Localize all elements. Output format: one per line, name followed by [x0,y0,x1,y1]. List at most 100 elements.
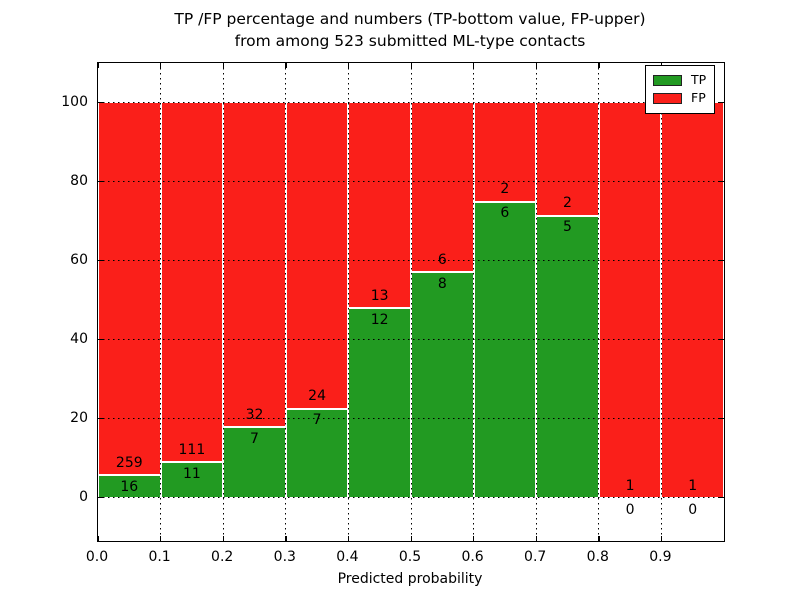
y-tick [98,418,104,420]
x-tick [473,63,475,68]
x-tick [160,63,162,68]
bar-fp-segment [662,102,723,497]
bar-tp-count-label: 5 [563,219,572,236]
x-tick-label: 0.8 [586,549,609,565]
y-tick-label: 20 [70,409,88,426]
x-tick [222,63,225,68]
x-tick [410,63,412,68]
y-tick [718,418,724,420]
bar-fp-segment [99,102,160,474]
y-tick [98,260,104,262]
bar-fp-count-label: 24 [308,388,326,405]
x-tick-label: 0.9 [649,549,672,565]
bar-column [598,102,662,498]
y-tick-label: 100 [61,93,88,110]
y-tick-label: 80 [70,172,88,189]
chart-title-line1: TP /FP percentage and numbers (TP-bottom… [174,10,646,28]
bar-column [223,102,286,498]
bar-fp-segment [474,102,536,201]
bar-column [411,102,474,498]
legend-row: TP [653,73,708,87]
bar-tp-count-label: 8 [437,275,447,292]
bar-tp-count-label: 0 [688,501,698,518]
bar-fp-segment [412,102,473,272]
bar-tp-segment [224,425,285,497]
x-tick [598,536,600,541]
y-tick-label: 0 [79,488,88,505]
bar-fp-count-label: 32 [245,406,264,423]
gridline-horizontal [98,102,724,103]
bar-column [473,102,537,498]
y-tick [718,181,724,183]
x-tick [222,536,225,541]
x-tick [535,63,538,68]
bar-column [348,102,411,498]
bar-fp-segment [161,102,223,461]
bar-column [661,102,724,498]
bar-tp-segment [161,461,223,497]
bar-fp-count-label: 1 [625,477,635,494]
x-axis-label: Predicted probability [337,571,483,587]
x-tick [285,63,287,68]
gridline-horizontal [98,181,724,182]
gridline-vertical [285,63,287,541]
chart-title: TP /FP percentage and numbers (TP-bottom… [97,8,723,52]
y-tick-label: 60 [70,251,88,268]
bar-tp-count-label: 6 [500,205,510,222]
gridline-vertical [473,63,475,541]
legend-label: TP [691,72,707,87]
chart-title-line2: from among 523 submitted ML-type contact… [234,32,586,50]
x-tick-label: 0.7 [524,549,547,565]
bar-fp-segment [224,102,285,426]
bar-fp-count-label: 2 [500,181,510,198]
x-tick-label: 0.3 [273,549,296,565]
legend-row: FP [653,91,708,105]
x-tick [347,536,350,541]
x-tick [660,536,663,541]
gridline-vertical [660,63,662,541]
legend-swatch [653,74,682,86]
gridline-vertical [598,63,600,541]
bar-tp-count-label: 7 [312,412,322,429]
bar-column [160,102,224,498]
bar-fp-segment [286,102,348,408]
bar-tp-segment [286,407,348,497]
bar-column [285,102,349,498]
x-tick [535,536,538,541]
y-tick [718,339,724,341]
gridline-horizontal [98,260,724,262]
x-tick [160,536,162,541]
x-tick-label: 0.5 [398,549,422,565]
x-tick [97,63,99,68]
x-tick [97,536,99,541]
x-tick [723,536,725,541]
x-tick-label: 0.2 [211,549,234,565]
bar-fp-count-label: 6 [437,251,447,268]
x-tick [410,536,412,541]
bar-tp-count-label: 0 [625,501,635,518]
bar-tp-segment [349,307,410,497]
y-tick [98,339,104,341]
bar-tp-segment [474,201,536,497]
x-tick [285,536,287,541]
x-tick [723,63,725,68]
legend-label: FP [691,90,706,105]
bar-tp-segment [412,271,473,497]
x-tick-label: 0.0 [85,549,109,565]
y-tick [98,102,104,104]
x-tick-label: 0.6 [461,549,484,565]
y-tick-label: 40 [70,330,88,347]
plot-area: 259 16 111 11 32 7 24 7 13 12 6 8 2 6 2 5 1 0 1 0 [97,62,725,542]
bar-tp-count-label: 7 [250,430,259,447]
bar-tp-count-label: 16 [120,478,139,495]
bar-column [98,102,161,498]
y-tick [718,260,724,262]
bar-tp-segment [537,215,598,497]
bar-fp-count-label: 2 [563,195,572,212]
bar-fp-count-label: 111 [178,441,206,458]
bar-fp-segment [537,102,598,216]
bar-tp-segment [99,473,160,497]
x-tick-label: 0.1 [148,549,171,565]
x-tick-label: 0.4 [336,549,359,565]
y-tick [98,497,104,499]
